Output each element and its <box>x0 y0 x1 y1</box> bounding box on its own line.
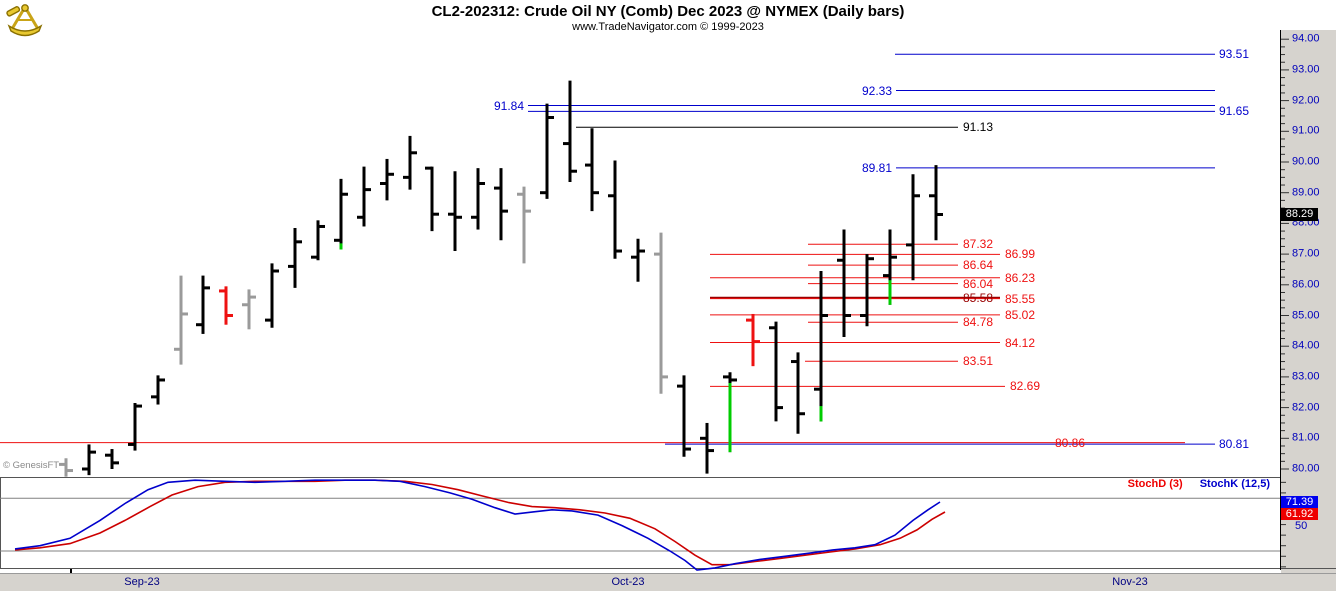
chart-subtitle: www.TradeNavigator.com © 1999-2023 <box>572 21 764 33</box>
indicator-legend: StochD (3) StochK (12,5) <box>1114 478 1270 490</box>
price-axis-label: 94.00 <box>1292 32 1320 45</box>
price-level-label[interactable]: 86.64 <box>963 258 994 273</box>
price-level-label[interactable]: 86.23 <box>1005 270 1036 285</box>
price-level-label[interactable]: 85.02 <box>1005 307 1036 322</box>
price-level-label[interactable]: 93.51 <box>1219 47 1250 62</box>
price-level-label[interactable]: 86.04 <box>963 276 994 291</box>
price-level-label[interactable]: 85.58 <box>963 290 994 305</box>
price-axis-label: 82.00 <box>1292 401 1320 414</box>
price-level-label[interactable]: 82.69 <box>1010 379 1041 394</box>
price-axis-label: 81.00 <box>1292 431 1320 444</box>
price-axis-label: 89.00 <box>1292 186 1320 199</box>
price-level-label[interactable]: 91.13 <box>963 120 994 135</box>
stochd-curve <box>14 479 946 566</box>
price-level-label[interactable]: 87.32 <box>963 237 994 252</box>
price-level-label[interactable]: 85.55 <box>1005 291 1036 306</box>
price-level-label[interactable]: 84.78 <box>963 315 994 330</box>
price-level-label[interactable]: 89.81 <box>861 160 892 175</box>
price-level-label[interactable]: 80.81 <box>1219 437 1250 452</box>
price-axis-label: 83.00 <box>1292 370 1320 383</box>
stochk-value-badge: 71.39 <box>1281 496 1318 508</box>
price-level-label[interactable]: 92.33 <box>861 83 892 98</box>
price-axis-label: 84.00 <box>1292 339 1320 352</box>
price-axis-label: 85.00 <box>1292 309 1320 321</box>
price-axis-label: 92.00 <box>1292 94 1320 107</box>
copyright-watermark: © GenesisFT <box>3 460 60 471</box>
price-level-label[interactable]: 83.51 <box>963 354 994 369</box>
chart-title: CL2-202312: Crude Oil NY (Comb) Dec 2023… <box>431 3 905 20</box>
sextant-logo-icon <box>6 4 43 37</box>
price-axis-label: 80.00 <box>1292 462 1320 475</box>
price-axis-label: 88.00 <box>1292 216 1320 229</box>
stochk-legend-label[interactable]: StochK (12,5) <box>1199 478 1270 490</box>
stochd-legend-label[interactable]: StochD (3) <box>1127 478 1183 490</box>
price-level-label[interactable]: 91.65 <box>1219 104 1250 119</box>
last-price-badge: 88.29 <box>1281 208 1318 221</box>
month-label-nov: Nov-23 <box>1112 576 1148 588</box>
price-level-label[interactable]: 80.86 <box>1055 435 1086 450</box>
month-label-oct: Oct-23 <box>611 576 645 588</box>
price-axis-label: 90.00 <box>1292 155 1320 168</box>
stochd-value-badge: 61.92 <box>1281 508 1318 520</box>
price-axis-label: 91.00 <box>1292 124 1320 137</box>
price-level-label[interactable]: 84.12 <box>1005 335 1036 350</box>
price-level-label[interactable]: 91.84 <box>493 98 524 113</box>
price-axis-label: 86.00 <box>1292 278 1320 291</box>
date-axis[interactable]: Sep-23 Oct-23 Nov-23 <box>0 573 1336 591</box>
month-label-sep: Sep-23 <box>124 576 160 588</box>
price-axis-label: 87.00 <box>1292 247 1320 260</box>
stoch-mid-label: 50 <box>1295 520 1308 532</box>
price-axis-background[interactable] <box>1281 30 1336 573</box>
price-axis-label: 93.00 <box>1292 63 1320 76</box>
stochk-curve <box>14 479 941 571</box>
price-level-label[interactable]: 86.99 <box>1005 247 1036 262</box>
